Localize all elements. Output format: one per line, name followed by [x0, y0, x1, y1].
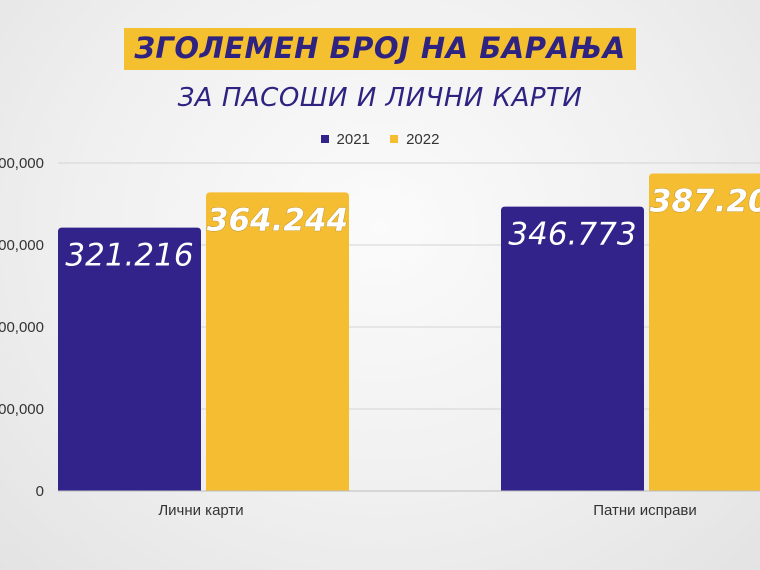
- legend-label-2022: 2022: [406, 131, 440, 148]
- legend-item-2022: 2022: [390, 131, 439, 148]
- legend-label-2021: 2021: [336, 131, 370, 148]
- title-container: ЗГОЛЕМЕН БРОЈ НА БАРАЊА: [0, 28, 760, 70]
- bar: [206, 192, 349, 491]
- data-label: 364.244: [207, 202, 348, 238]
- legend: 2021 2022: [0, 131, 760, 148]
- chart-subtitle: ЗА ПАСОШИ И ЛИЧНИ КАРТИ: [177, 83, 583, 113]
- x-tick-label: Лични карти: [158, 502, 243, 519]
- data-label: 321.216: [65, 238, 193, 274]
- legend-item-2021: 2021: [320, 131, 370, 148]
- y-tick-label: 200,000: [0, 319, 44, 336]
- x-tick-label: Патни исправи: [593, 502, 697, 519]
- y-tick-label: 400,000: [0, 155, 44, 172]
- bar: [501, 206, 644, 492]
- bar: [58, 227, 201, 491]
- chart-title: ЗГОЛЕМЕН БРОЈ НА БАРАЊА: [124, 28, 636, 70]
- y-tick-label: 300,000: [0, 237, 44, 254]
- data-label: 346.773: [508, 217, 636, 253]
- data-label: 387.208: [650, 183, 760, 219]
- legend-swatch-2022: [390, 135, 399, 144]
- bar: [649, 173, 760, 491]
- y-tick-label: 100,000: [0, 401, 44, 418]
- y-tick-label: 0: [36, 483, 44, 500]
- legend-swatch-2021: [320, 135, 329, 144]
